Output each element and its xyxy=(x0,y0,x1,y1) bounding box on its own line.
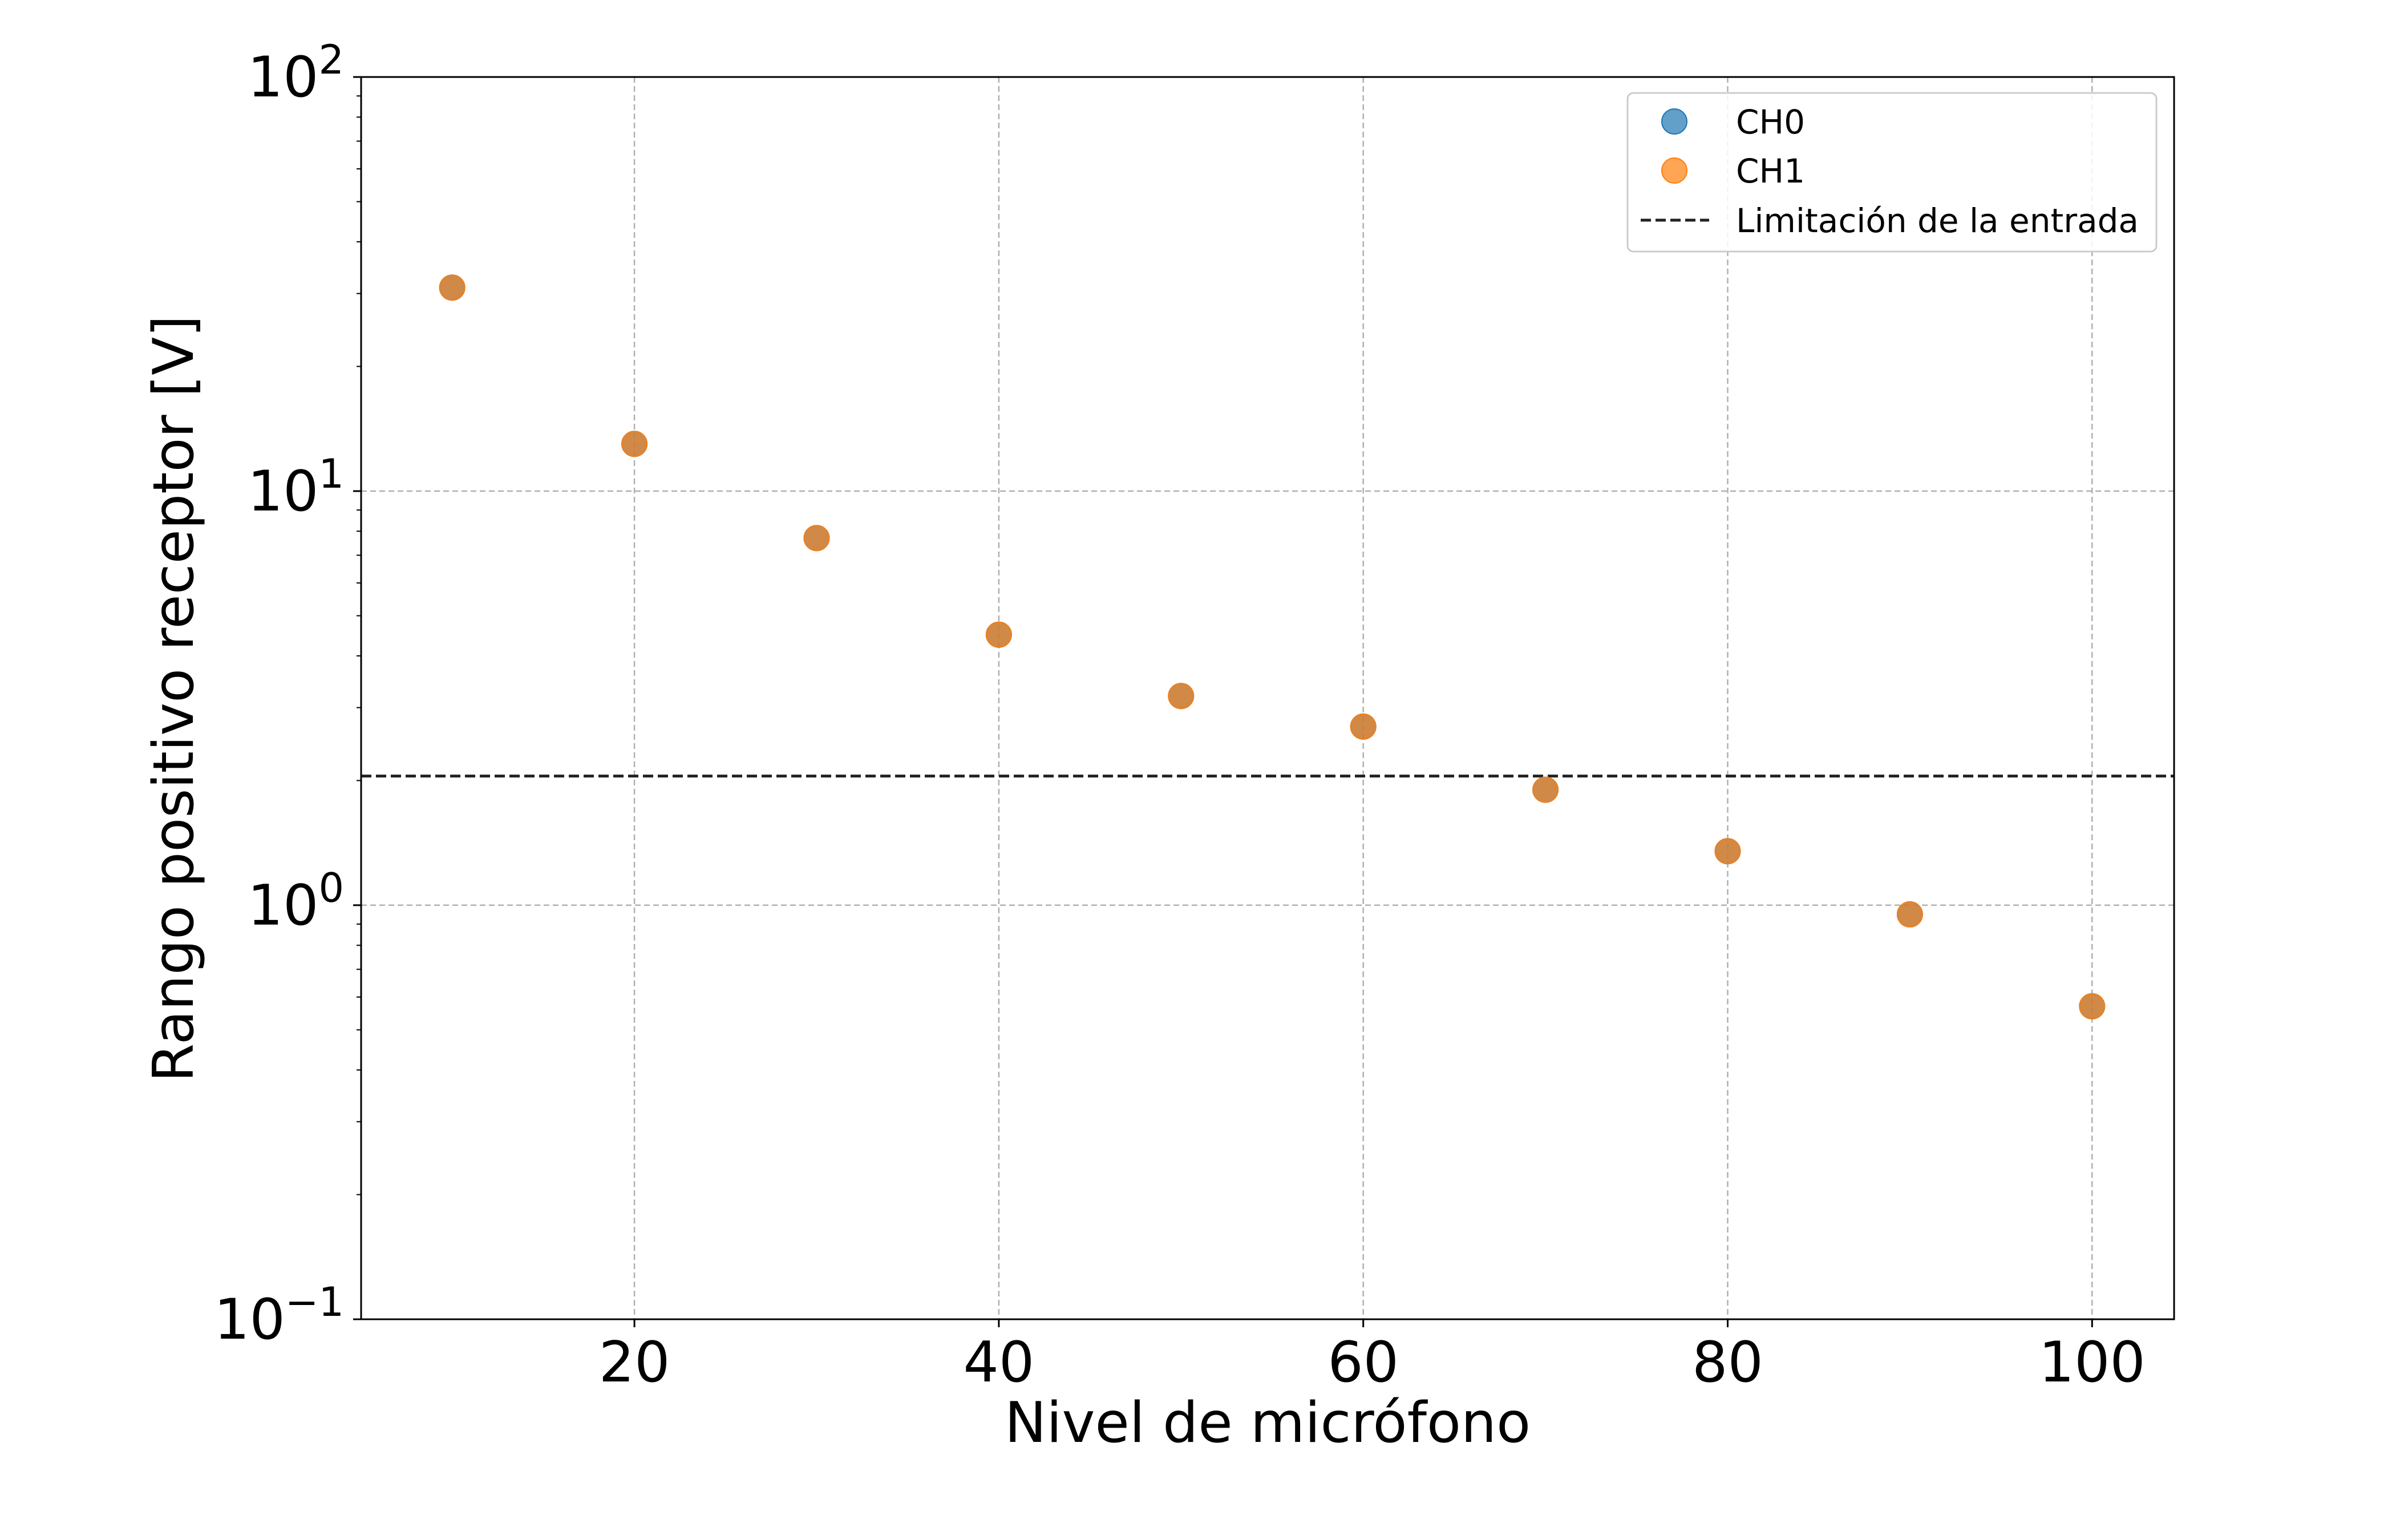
y-tick-label-base: 10 xyxy=(248,45,319,110)
x-tick-label: 80 xyxy=(1692,1330,1763,1395)
point-ch1 xyxy=(1168,683,1195,710)
grid xyxy=(361,77,2174,1319)
x-axis-label: Nivel de micrófono xyxy=(1005,1391,1531,1456)
x-axis: 20 40 60 80 100 xyxy=(599,1319,2146,1395)
legend-marker-ch1 xyxy=(1661,157,1687,184)
point-ch1 xyxy=(985,621,1012,648)
point-ch1 xyxy=(439,274,466,301)
legend-frame xyxy=(1626,92,2158,253)
point-ch1 xyxy=(803,525,830,552)
y-tick-label: 10−1 xyxy=(214,1279,344,1352)
legend-label-ch1: CH1 xyxy=(1736,152,1805,191)
point-ch1 xyxy=(1896,901,1923,928)
plot-frame xyxy=(360,76,2175,1320)
y-axis-label: Rango positivo receptor [V] xyxy=(141,315,207,1083)
point-ch1 xyxy=(2079,993,2106,1020)
legend-marker-ch0 xyxy=(1661,108,1687,135)
legend-label-limit: Limitación de la entrada xyxy=(1736,201,2139,240)
point-ch1 xyxy=(621,431,648,457)
legend: CH0 CH1 Limitación de la entrada xyxy=(1626,92,2158,253)
x-tick-label: 40 xyxy=(964,1330,1035,1395)
point-ch1 xyxy=(1532,776,1559,803)
y-tick-label: 101 xyxy=(248,451,344,524)
x-tick-label: 100 xyxy=(2039,1330,2146,1395)
y-tick-label: 102 xyxy=(248,37,344,110)
y-tick-label: 100 xyxy=(248,865,344,938)
y-tick-label-base: 10 xyxy=(248,459,319,524)
x-tick-label: 20 xyxy=(599,1330,670,1395)
y-tick-label-base: 10 xyxy=(248,873,319,938)
y-tick-label-exponent: 2 xyxy=(318,37,344,83)
y-tick-label-base: 10 xyxy=(214,1287,285,1352)
point-ch1 xyxy=(1350,713,1377,740)
y-tick-label-exponent: 0 xyxy=(318,865,344,911)
data-points xyxy=(439,274,2106,1020)
x-tick-label: 60 xyxy=(1327,1330,1399,1395)
y-tick-label-exponent: 1 xyxy=(318,451,344,497)
legend-label-ch0: CH0 xyxy=(1736,103,1805,141)
point-ch1 xyxy=(1714,838,1741,865)
y-tick-label-exponent: −1 xyxy=(285,1279,344,1326)
